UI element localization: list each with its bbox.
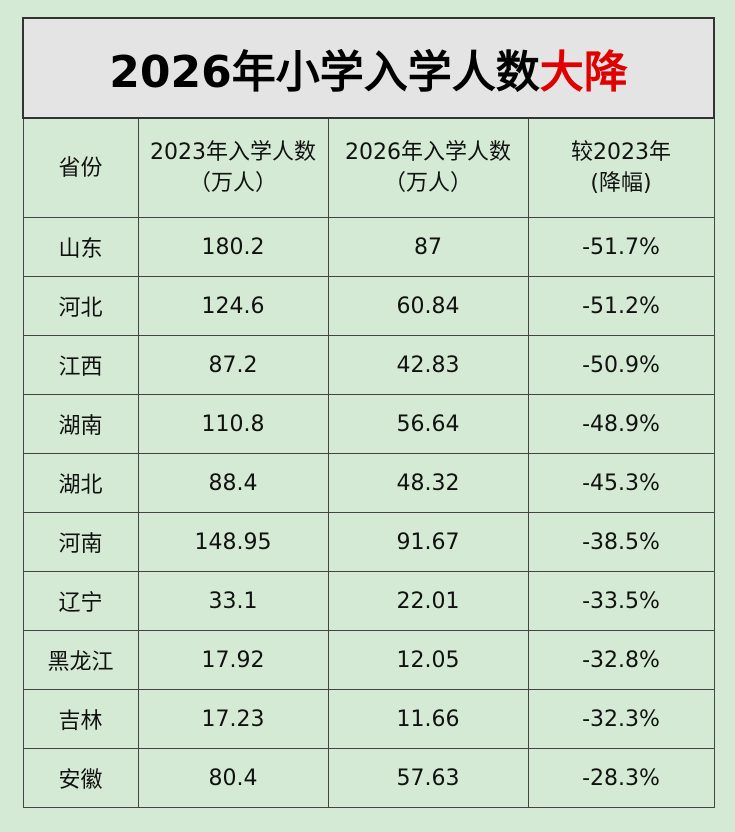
table-wrap: 2026年小学入学人数大降 省份 2023年入学人数 （万人） 2026年入学人数 （万… bbox=[21, 17, 716, 808]
table-row: 山东 180.2 87 -51.7% bbox=[22, 217, 715, 277]
table-cell: 吉林 bbox=[22, 689, 139, 749]
table-cell: 87 bbox=[327, 217, 529, 277]
header-line: (降幅) bbox=[590, 171, 652, 196]
table-cell: 87.2 bbox=[137, 335, 329, 395]
header-line: （万人） bbox=[188, 171, 277, 196]
table: 2026年小学入学人数大降 省份 2023年入学人数 （万人） 2026年入学人数 （万… bbox=[21, 17, 716, 808]
table-cell: -45.3% bbox=[527, 453, 715, 513]
table-cell: 48.32 bbox=[327, 453, 529, 513]
table-cell: 安徽 bbox=[22, 748, 139, 808]
table-cell: 12.05 bbox=[327, 630, 529, 690]
table-body: 山东 180.2 87 -51.7% 河北 124.6 60.84 -51.2% 江西 87.2 4… bbox=[22, 217, 715, 808]
table-cell: 88.4 bbox=[137, 453, 329, 513]
header-line: 较2023年 bbox=[571, 140, 672, 165]
header-cell: 较2023年 (降幅) bbox=[527, 117, 715, 218]
table-cell: 辽宁 bbox=[22, 571, 139, 631]
table-cell: 91.67 bbox=[327, 512, 529, 572]
table-cell: -51.2% bbox=[527, 276, 715, 336]
table-row: 江西 87.2 42.83 -50.9% bbox=[22, 335, 715, 395]
table-cell: 22.01 bbox=[327, 571, 529, 631]
title-main: 2026年小学入学人数 bbox=[109, 47, 540, 98]
table-cell: 山东 bbox=[22, 217, 139, 277]
table-row: 安徽 80.4 57.63 -28.3% bbox=[22, 748, 715, 808]
table-row: 辽宁 33.1 22.01 -33.5% bbox=[22, 571, 715, 631]
table-cell: 河北 bbox=[22, 276, 139, 336]
table-cell: -48.9% bbox=[527, 394, 715, 454]
table-cell: 80.4 bbox=[137, 748, 329, 808]
table-cell: 60.84 bbox=[327, 276, 529, 336]
table-cell: 湖北 bbox=[22, 453, 139, 513]
table-row: 吉林 17.23 11.66 -32.3% bbox=[22, 689, 715, 749]
table-cell: 110.8 bbox=[137, 394, 329, 454]
table-cell: 33.1 bbox=[137, 571, 329, 631]
header-row: 省份 2023年入学人数 （万人） 2026年入学人数 （万人） 较2023年 (降幅) bbox=[22, 117, 715, 218]
header-line: 2026年入学人数 bbox=[345, 140, 511, 165]
table-cell: -50.9% bbox=[527, 335, 715, 395]
table-cell: -51.7% bbox=[527, 217, 715, 277]
table-cell: 11.66 bbox=[327, 689, 529, 749]
table-cell: -38.5% bbox=[527, 512, 715, 572]
table-cell: 17.92 bbox=[137, 630, 329, 690]
table-row: 河南 148.95 91.67 -38.5% bbox=[22, 512, 715, 572]
table-row: 黑龙江 17.92 12.05 -32.8% bbox=[22, 630, 715, 690]
table-cell: -32.8% bbox=[527, 630, 715, 690]
table-cell: -28.3% bbox=[527, 748, 715, 808]
table-cell: 17.23 bbox=[137, 689, 329, 749]
table-cell: 42.83 bbox=[327, 335, 529, 395]
title-highlight: 大降 bbox=[539, 47, 628, 98]
table-cell: 湖南 bbox=[22, 394, 139, 454]
table-cell: 河南 bbox=[22, 512, 139, 572]
table-row: 湖南 110.8 56.64 -48.9% bbox=[22, 394, 715, 454]
header-line: 省份 bbox=[58, 155, 103, 181]
title: 2026年小学入学人数大降 bbox=[21, 17, 716, 119]
table-cell: 56.64 bbox=[327, 394, 529, 454]
table-cell: 黑龙江 bbox=[22, 630, 139, 690]
table-cell: 江西 bbox=[22, 335, 139, 395]
table-cell: 180.2 bbox=[137, 217, 329, 277]
table-cell: 148.95 bbox=[137, 512, 329, 572]
header-cell: 2026年入学人数 （万人） bbox=[327, 117, 529, 218]
header-cell: 2023年入学人数 （万人） bbox=[137, 117, 329, 218]
table-row: 湖北 88.4 48.32 -45.3% bbox=[22, 453, 715, 513]
header-line: （万人） bbox=[383, 171, 472, 196]
table-cell: 57.63 bbox=[327, 748, 529, 808]
table-row: 河北 124.6 60.84 -51.2% bbox=[22, 276, 715, 336]
header-cell: 省份 bbox=[22, 117, 139, 218]
table-cell: 124.6 bbox=[137, 276, 329, 336]
table-cell: -32.3% bbox=[527, 689, 715, 749]
header-line: 2023年入学人数 bbox=[150, 140, 316, 165]
table-cell: -33.5% bbox=[527, 571, 715, 631]
